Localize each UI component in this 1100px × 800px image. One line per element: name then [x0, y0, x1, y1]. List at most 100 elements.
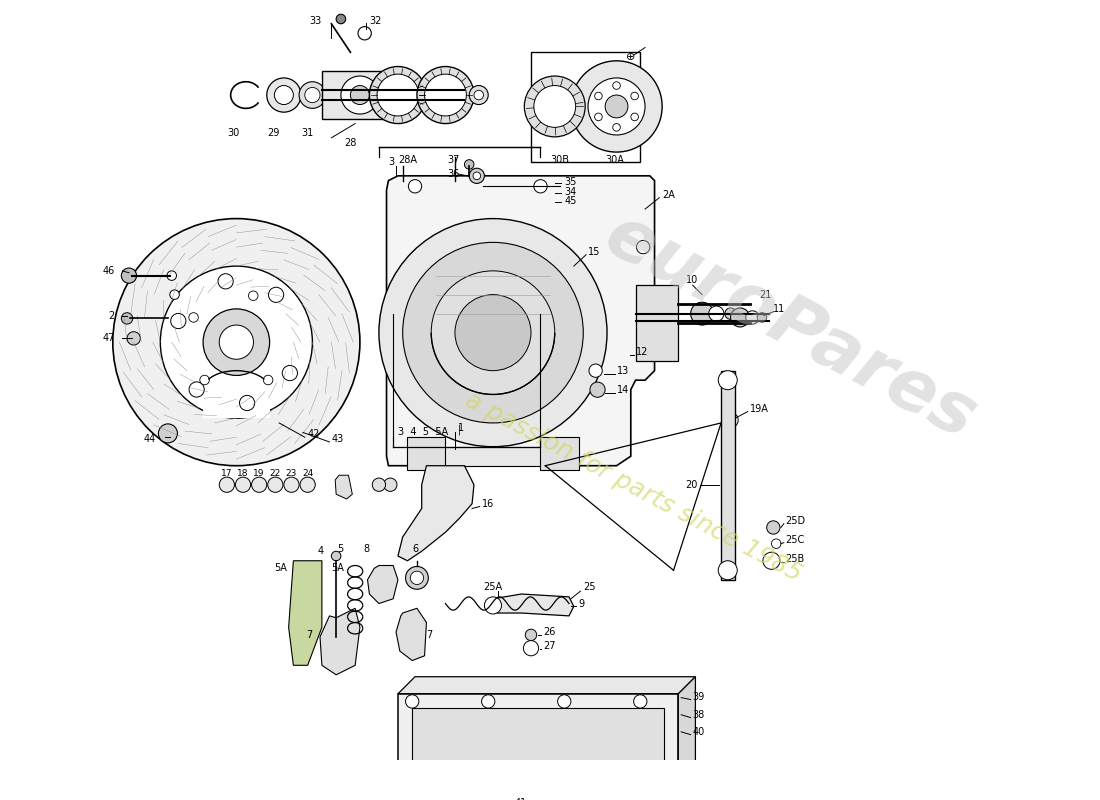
Circle shape	[384, 478, 397, 491]
Circle shape	[746, 310, 759, 324]
Circle shape	[378, 218, 607, 446]
Text: 37: 37	[448, 154, 460, 165]
Circle shape	[406, 765, 419, 778]
Text: 26: 26	[543, 627, 556, 637]
Circle shape	[455, 294, 531, 370]
Polygon shape	[204, 399, 270, 418]
Circle shape	[337, 14, 345, 24]
Bar	[412, 708, 664, 765]
Text: 27: 27	[543, 642, 556, 651]
Circle shape	[634, 694, 647, 708]
Circle shape	[406, 694, 419, 708]
Text: 25A: 25A	[483, 582, 503, 592]
Circle shape	[408, 180, 421, 193]
Circle shape	[219, 477, 234, 492]
Text: 46: 46	[102, 266, 114, 276]
Text: 45: 45	[564, 197, 576, 206]
Circle shape	[526, 629, 537, 641]
Circle shape	[558, 694, 571, 708]
Polygon shape	[398, 466, 474, 561]
Circle shape	[252, 477, 267, 492]
Circle shape	[235, 477, 251, 492]
Text: 25: 25	[583, 582, 596, 592]
Circle shape	[128, 332, 141, 345]
Circle shape	[464, 160, 474, 169]
Polygon shape	[436, 446, 550, 466]
Circle shape	[534, 180, 547, 193]
Circle shape	[524, 641, 539, 656]
Text: 18: 18	[238, 469, 249, 478]
Text: 20: 20	[685, 480, 697, 490]
Text: 30B: 30B	[550, 154, 569, 165]
Text: 5A: 5A	[331, 563, 344, 574]
Circle shape	[588, 364, 603, 378]
Circle shape	[767, 521, 780, 534]
Circle shape	[204, 309, 270, 375]
Text: 15: 15	[588, 247, 601, 257]
Circle shape	[691, 302, 714, 325]
Circle shape	[406, 566, 428, 590]
Text: 3  4  5  5A: 3 4 5 5A	[398, 427, 448, 438]
Polygon shape	[636, 285, 679, 361]
Circle shape	[771, 539, 781, 549]
Text: 30: 30	[227, 128, 239, 138]
Circle shape	[634, 765, 647, 778]
Bar	[531, 52, 640, 162]
Text: |: |	[458, 424, 461, 435]
Polygon shape	[540, 438, 579, 470]
Polygon shape	[493, 594, 574, 616]
Circle shape	[283, 366, 297, 381]
Circle shape	[484, 597, 502, 614]
Text: 11: 11	[773, 304, 785, 314]
Circle shape	[167, 271, 176, 280]
Circle shape	[482, 765, 495, 778]
Circle shape	[730, 308, 749, 327]
Circle shape	[590, 382, 605, 398]
Circle shape	[113, 218, 360, 466]
Circle shape	[613, 82, 620, 90]
Circle shape	[249, 291, 258, 301]
Text: euroPares: euroPares	[593, 200, 988, 454]
Circle shape	[267, 78, 301, 112]
Text: 12: 12	[636, 346, 648, 357]
Circle shape	[482, 694, 495, 708]
Text: 4: 4	[318, 546, 323, 556]
Text: a passion for parts since 1985: a passion for parts since 1985	[461, 387, 806, 586]
Text: 7: 7	[306, 630, 312, 640]
Circle shape	[331, 551, 341, 561]
Circle shape	[595, 92, 602, 100]
Circle shape	[473, 172, 481, 180]
Circle shape	[410, 571, 424, 585]
Polygon shape	[679, 677, 695, 779]
Text: 25C: 25C	[785, 535, 805, 545]
Circle shape	[200, 375, 209, 385]
Circle shape	[613, 123, 620, 131]
Circle shape	[300, 477, 316, 492]
Polygon shape	[288, 561, 322, 666]
Text: 33: 33	[309, 16, 322, 26]
Text: 42: 42	[308, 430, 320, 439]
Circle shape	[158, 424, 177, 443]
Text: 23: 23	[286, 469, 297, 478]
Circle shape	[189, 313, 198, 322]
Circle shape	[284, 477, 299, 492]
Text: 3: 3	[388, 157, 394, 166]
Circle shape	[470, 86, 488, 105]
Text: 43: 43	[331, 434, 343, 444]
Text: 13: 13	[616, 366, 629, 376]
Text: 19: 19	[253, 469, 265, 478]
Circle shape	[470, 168, 484, 183]
Circle shape	[757, 313, 767, 322]
Polygon shape	[396, 608, 427, 661]
Circle shape	[630, 92, 638, 100]
Circle shape	[267, 477, 283, 492]
Text: 31: 31	[301, 128, 314, 138]
Text: 2A: 2A	[662, 190, 675, 200]
Text: 36: 36	[448, 169, 460, 179]
Circle shape	[351, 86, 370, 105]
Text: 5A: 5A	[274, 563, 287, 574]
Text: 5: 5	[338, 544, 344, 554]
Text: 39: 39	[693, 692, 705, 702]
Circle shape	[161, 266, 312, 418]
Text: 21: 21	[759, 290, 771, 300]
